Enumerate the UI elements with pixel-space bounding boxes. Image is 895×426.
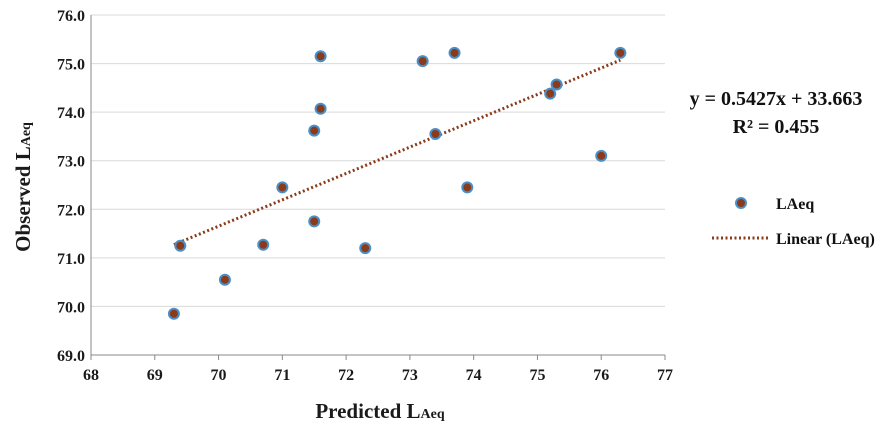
data-point xyxy=(276,181,289,194)
x-tick-label: 69 xyxy=(147,367,163,384)
data-point xyxy=(461,181,474,194)
data-point xyxy=(314,102,327,115)
data-point xyxy=(167,307,180,320)
data-point xyxy=(257,238,270,251)
trendline-equation: y = 0.5427x + 33.663 xyxy=(690,88,863,110)
x-tick-label: 74 xyxy=(466,367,482,384)
y-tick-label: 76.0 xyxy=(57,8,85,25)
trendline-r-squared: R² = 0.455 xyxy=(733,116,820,138)
x-tick-label: 71 xyxy=(274,367,290,384)
data-point xyxy=(429,128,442,140)
data-point xyxy=(544,87,557,100)
data-point xyxy=(614,46,627,59)
data-point xyxy=(314,50,327,63)
legend: LAeq Linear (LAeq) xyxy=(712,196,875,248)
y-tick-label: 74.0 xyxy=(57,105,85,122)
data-point xyxy=(308,124,321,137)
y-tick-label: 72.0 xyxy=(57,202,85,219)
legend-label-laeq: LAeq xyxy=(776,196,814,213)
y-tick-label: 71.0 xyxy=(57,251,85,268)
gridlines xyxy=(91,14,665,307)
y-tick-label: 73.0 xyxy=(57,154,85,171)
axes xyxy=(90,15,666,360)
x-axis-title: Predicted LAeq xyxy=(315,399,445,423)
x-tick-label: 68 xyxy=(83,367,99,384)
y-tick-label: 75.0 xyxy=(57,57,85,74)
data-point xyxy=(174,239,187,252)
data-point xyxy=(308,215,321,228)
x-axis-title-sub: Aeq xyxy=(421,407,445,422)
y-tick-label: 70.0 xyxy=(57,299,85,316)
data-point xyxy=(550,78,563,91)
data-point xyxy=(359,242,372,255)
data-points xyxy=(167,46,627,320)
y-axis-title-sub: Aeq xyxy=(19,122,34,146)
x-axis-title-main: Predicted L xyxy=(315,399,420,423)
y-axis-title: Observed LAeq xyxy=(11,122,35,252)
legend-marker-laeq xyxy=(735,197,747,209)
data-point xyxy=(595,149,608,162)
x-tick-label: 75 xyxy=(529,367,545,384)
y-tick-label: 69.0 xyxy=(57,348,85,365)
x-tick-label: 77 xyxy=(657,367,673,384)
x-tick-label: 73 xyxy=(402,367,418,384)
data-point xyxy=(416,55,429,68)
y-axis-title-main: Observed L xyxy=(11,146,35,252)
data-point xyxy=(448,46,461,59)
tick-labels: 69.0 70.0 71.0 72.0 73.0 74.0 75.0 76.0 68 69 70 71… xyxy=(57,8,673,384)
data-point xyxy=(218,273,231,286)
x-tick-label: 76 xyxy=(593,367,609,384)
x-tick-label: 70 xyxy=(211,367,227,384)
legend-label-linear: Linear (LAeq) xyxy=(776,231,875,248)
x-tick-label: 72 xyxy=(338,367,354,384)
